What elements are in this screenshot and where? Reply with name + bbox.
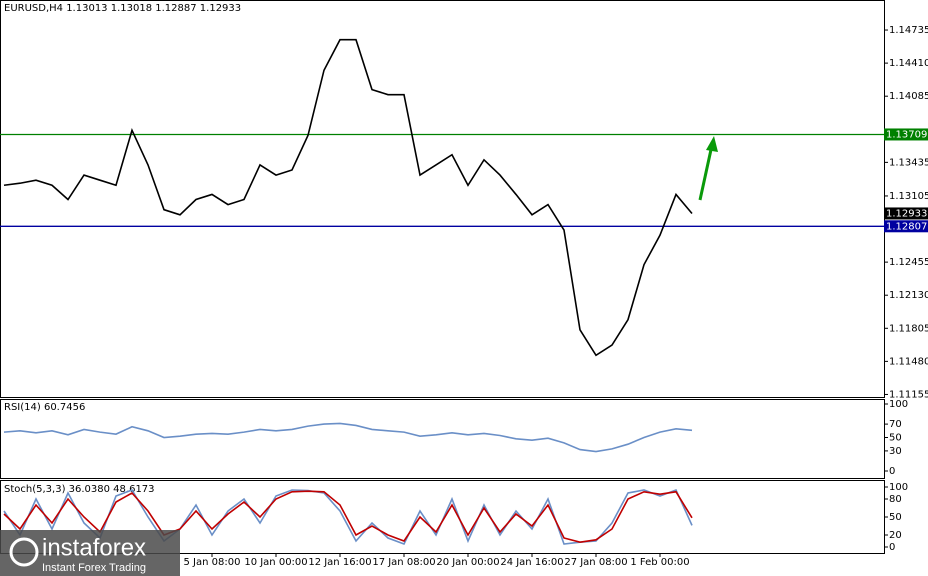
panel-title: Stoch(5,3,3) 36.0380 48.6173: [4, 484, 155, 495]
y-tick-label: 50: [889, 512, 902, 523]
level-box: [884, 207, 928, 220]
x-tick-label: 5 Jan 08:00: [184, 557, 241, 568]
x-tick-label: 17 Jan 08:00: [372, 557, 435, 568]
y-tick-label: 80: [889, 494, 902, 505]
y-tick-label: 1.12130: [889, 290, 928, 301]
y-tick-label: 1.14410: [889, 58, 928, 69]
y-tick-label: 0: [889, 466, 895, 477]
y-tick-label: 1.11805: [889, 323, 928, 334]
y-tick-label: 1.11480: [889, 356, 928, 367]
level-label: 1.12933: [886, 208, 927, 219]
watermark: instaforex Instant Forex Trading: [0, 530, 180, 576]
x-tick-label: 12 Jan 16:00: [308, 557, 371, 568]
x-tick-label: 24 Jan 16:00: [500, 557, 563, 568]
level-box: [884, 220, 928, 233]
y-tick-label: 1.13435: [889, 157, 928, 168]
y-tick-label: 0: [889, 542, 895, 553]
series-line: [3, 422, 693, 453]
x-tick-label: 27 Jan 08:00: [564, 557, 627, 568]
series-line: [3, 488, 693, 546]
series-line: [3, 490, 693, 544]
rsi-panel: [0, 399, 885, 479]
watermark-logo: [9, 537, 39, 567]
y-tick-label: 1.12455: [889, 257, 928, 268]
series-line: [3, 38, 693, 357]
main-panel: [0, 0, 885, 398]
trend-arrow: [698, 144, 714, 201]
level-box: [884, 128, 928, 141]
y-tick-label: 50: [889, 433, 902, 444]
y-tick-label: 30: [889, 446, 902, 457]
y-tick-label: 1.11155: [889, 389, 928, 400]
watermark-brand: instaforex: [42, 534, 146, 561]
level-label: 1.13709: [886, 129, 927, 140]
y-tick-label: 20: [889, 530, 902, 541]
arrow-head: [706, 136, 718, 152]
watermark-tagline: Instant Forex Trading: [42, 562, 146, 574]
y-tick-label: 70: [889, 419, 902, 430]
level-label: 1.12807: [886, 221, 927, 232]
panel-title: EURUSD,H4 1.13013 1.13018 1.12887 1.1293…: [4, 3, 241, 14]
y-tick-label: 1.14735: [889, 25, 928, 36]
y-tick-label: 1.13105: [889, 191, 928, 202]
y-tick-label: 100: [889, 399, 908, 410]
watermark-box: [0, 530, 180, 576]
y-tick-label: 100: [889, 482, 908, 493]
x-tick-label: 10 Jan 00:00: [244, 557, 307, 568]
x-tick-label: 20 Jan 00:00: [436, 557, 499, 568]
y-tick-label: 1.14085: [889, 91, 928, 102]
panel-title: RSI(14) 60.7456: [4, 402, 85, 413]
x-tick-label: 1 Feb 00:00: [630, 557, 689, 568]
